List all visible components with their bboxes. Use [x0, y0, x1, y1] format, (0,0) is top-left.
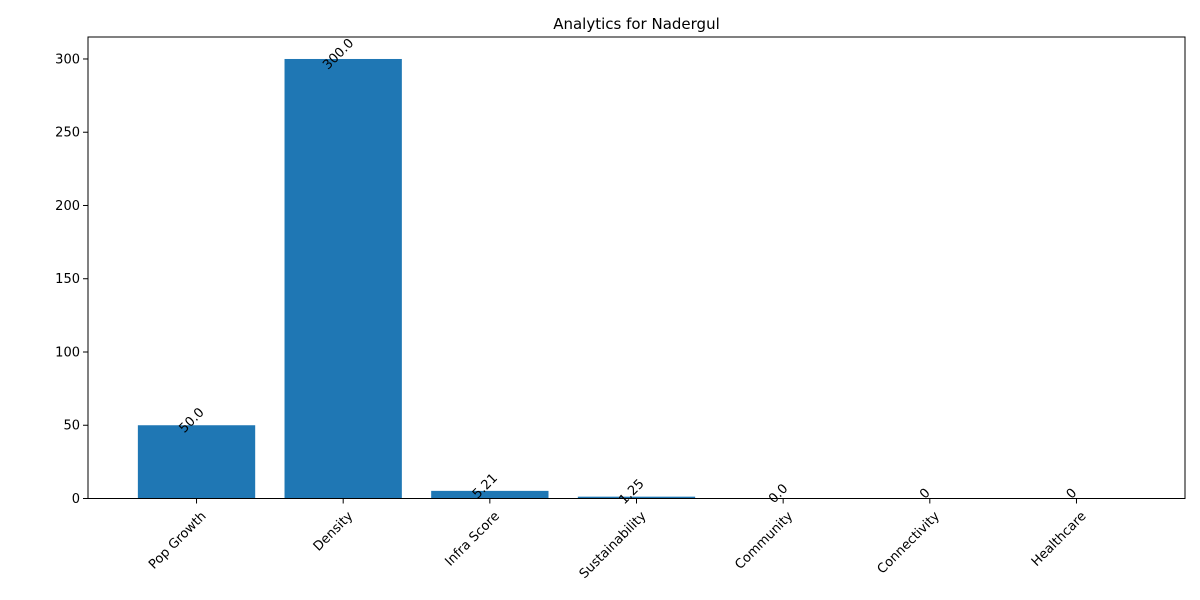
x-tick-label: Sustainability	[577, 509, 650, 582]
x-tick-label: Infra Score	[442, 509, 502, 569]
bar	[577, 496, 696, 499]
x-tick-label: Density	[311, 509, 357, 555]
x-axis: Pop Growth Density Infra Score Sustainabili…	[146, 498, 1090, 582]
y-tick-label: 300	[55, 52, 80, 67]
bar-value-label: 0.0	[766, 481, 791, 506]
bar-value-label: 1.25	[616, 477, 647, 508]
bar-value-label: 0	[1064, 486, 1080, 502]
y-tick-label: 250	[55, 126, 80, 141]
bar-value-label: 0	[917, 486, 933, 502]
bar	[284, 58, 402, 499]
y-tick-label: 150	[55, 272, 80, 287]
bars	[137, 58, 696, 499]
y-tick-label: 200	[55, 199, 80, 214]
y-tick-label: 100	[55, 345, 80, 360]
bar	[431, 490, 549, 499]
x-tick-label: Connectivity	[875, 509, 943, 577]
y-tick-label: 50	[63, 419, 80, 434]
bar	[137, 425, 256, 499]
x-tick-label: Pop Growth	[146, 509, 209, 572]
x-tick-label: Community	[732, 509, 796, 573]
chart-title: Analytics for Nadergul	[553, 15, 720, 33]
y-axis: 0 50 100 150 200 250 300	[55, 52, 88, 507]
y-tick-label: 0	[72, 492, 80, 507]
x-tick-label: Healthcare	[1029, 509, 1090, 570]
plot-frame	[87, 36, 1186, 499]
